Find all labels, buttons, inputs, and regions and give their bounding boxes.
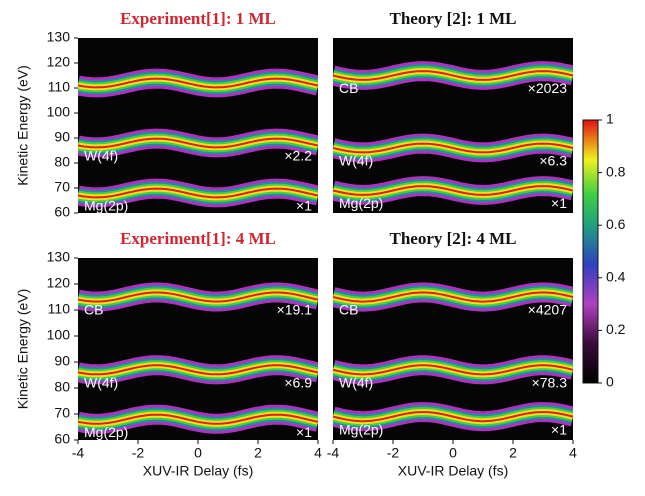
band-scale: ×19.1 [277,302,313,318]
y-tick-label: 80 [54,154,70,170]
band-scale: ×2023 [528,80,568,96]
panel-title: Theory [2]: 4 ML [389,229,516,248]
y-tick-label: 80 [54,379,70,395]
band [333,282,573,312]
band-scale: ×1 [551,195,567,211]
band-scale: ×6.9 [284,375,312,391]
x-tick-label: -2 [132,445,145,461]
y-tick-label: 70 [54,179,70,195]
band-scale: ×2.2 [284,148,312,164]
x-tick-label: 2 [254,445,262,461]
y-tick-label: 130 [47,249,71,265]
colorbar-tick-label: 0.4 [606,269,626,285]
y-tick-label: 120 [47,54,71,70]
band-scale: ×78.3 [532,375,568,391]
band-stripe [333,364,573,376]
panel-title: Experiment[1]: 4 ML [120,229,276,248]
y-tick-label: 60 [54,204,70,220]
panel-title: Experiment[1]: 1 ML [120,9,276,28]
band-label: Mg(2p) [339,421,383,437]
x-tick-label: -4 [72,445,85,461]
band [333,402,573,432]
band [78,282,318,312]
y-tick-label: 60 [54,431,70,447]
x-tick-label: 0 [449,445,457,461]
y-tick-label: 90 [54,129,70,145]
colorbar-tick-label: 0.8 [606,163,626,179]
x-axis-label: XUV-IR Delay (fs) [398,463,508,479]
band-stripe [333,185,573,196]
band-scale: ×4207 [528,302,568,318]
y-axis-label: Kinetic Energy (eV) [15,65,31,186]
band-label: Mg(2p) [84,198,128,214]
band-label: Mg(2p) [339,195,383,211]
band-label: W(4f) [84,148,118,164]
y-tick-label: 100 [47,104,71,120]
band-stripe [78,137,318,149]
band [333,355,573,385]
y-tick-label: 120 [47,275,71,291]
band-stripe [78,291,318,303]
colorbar-tick-label: 0 [606,374,614,390]
band-label: CB [339,302,358,318]
band-label: W(4f) [339,153,373,169]
band-scale: ×1 [296,424,312,440]
band-label: Mg(2p) [84,424,128,440]
band [78,178,318,208]
colorbar-tick-label: 0.2 [606,321,626,337]
colorbar-tick-label: 0.6 [606,216,626,232]
band-label: CB [339,80,358,96]
band [78,404,318,434]
y-tick-label: 70 [54,405,70,421]
x-axis-label: XUV-IR Delay (fs) [143,463,253,479]
band-stripe [78,364,318,376]
y-tick-label: 90 [54,353,70,369]
y-tick-label: 100 [47,327,71,343]
x-tick-label: 4 [314,445,322,461]
band-scale: ×1 [551,421,567,437]
band-stripe [333,70,573,81]
band-stripe [78,187,318,199]
x-tick-label: -4 [327,445,340,461]
panel-title: Theory [2]: 1 ML [389,9,516,28]
band-label: W(4f) [84,375,118,391]
x-tick-label: -2 [387,445,400,461]
band-label: W(4f) [339,375,373,391]
band [333,176,573,205]
x-tick-label: 0 [194,445,202,461]
band-stripe [78,413,318,425]
band-stripe [333,291,573,303]
band-stripe [333,142,573,154]
y-tick-label: 130 [47,29,71,45]
band-stripe [78,77,318,89]
colorbar [582,119,599,384]
y-tick-label: 110 [48,301,71,317]
band [78,355,318,385]
y-tick-label: 110 [48,79,71,95]
x-tick-label: 4 [569,445,577,461]
band [78,68,318,98]
band [333,61,573,90]
band-stripe [333,411,573,423]
y-axis-label: Kinetic Energy (eV) [15,289,31,410]
band [333,133,573,163]
colorbar-tick-label: 1 [606,111,614,127]
band-scale: ×1 [296,198,312,214]
band [78,128,318,158]
x-tick-label: 2 [509,445,517,461]
band-label: CB [84,302,103,318]
band-scale: ×6.3 [539,153,567,169]
